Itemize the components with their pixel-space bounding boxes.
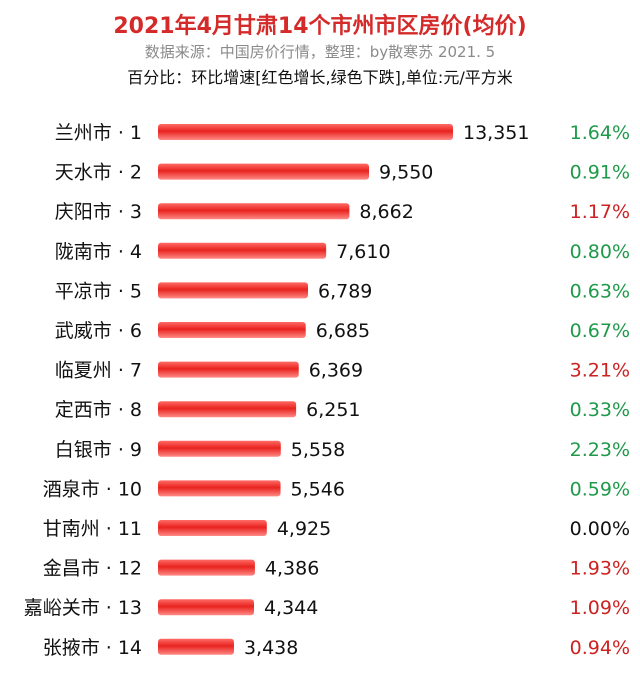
category-label: 陇南市 · 4 — [55, 241, 142, 263]
category-label: 定西市 · 8 — [55, 399, 142, 421]
category-label: 庆阳市 · 3 — [55, 201, 142, 223]
category-label: 酒泉市 · 10 — [43, 478, 142, 500]
growth-rate-label: 0.80% — [570, 241, 630, 263]
growth-rate-label: 0.59% — [570, 478, 630, 500]
bar — [158, 361, 299, 378]
value-label: 13,351 — [463, 122, 529, 144]
growth-rate-label: 2.23% — [570, 439, 630, 461]
category-label: 天水市 · 2 — [55, 162, 142, 184]
bar — [158, 559, 255, 576]
bar — [158, 638, 234, 655]
bar — [158, 242, 327, 259]
category-label: 临夏州 · 7 — [55, 360, 142, 382]
growth-rate-label: 0.94% — [570, 637, 630, 659]
chart-title: 2021年4月甘肃14个市州市区房价(均价) — [113, 14, 527, 39]
growth-rate-label: 1.09% — [570, 597, 630, 619]
bar — [158, 480, 281, 497]
data-source: 数据来源：中国房价行情，整理：by散寒苏 2021. 5 — [144, 43, 496, 61]
growth-rate-label: 1.17% — [570, 201, 630, 223]
category-label: 张掖市 · 14 — [43, 637, 142, 659]
growth-rate-label: 1.93% — [570, 558, 630, 580]
category-label: 甘南州 · 11 — [43, 518, 142, 540]
value-label: 4,386 — [265, 558, 319, 580]
bar — [158, 282, 309, 299]
growth-rate-label: 1.64% — [570, 122, 630, 144]
growth-rate-label: 3.21% — [570, 360, 630, 382]
value-label: 6,789 — [318, 280, 372, 302]
bar — [158, 124, 453, 140]
growth-rate-label: 0.67% — [570, 320, 630, 342]
bar — [158, 203, 350, 220]
category-label: 嘉峪关市 · 13 — [24, 597, 142, 619]
value-label: 4,925 — [277, 518, 331, 540]
value-label: 5,558 — [291, 439, 345, 461]
bar — [158, 520, 267, 536]
category-label: 兰州市 · 1 — [55, 122, 142, 144]
category-label: 武威市 · 6 — [55, 320, 142, 342]
bar — [158, 440, 281, 457]
bar — [158, 401, 297, 418]
bar — [158, 322, 306, 338]
value-label: 8,662 — [359, 201, 413, 223]
category-label: 平凉市 · 5 — [55, 280, 142, 302]
category-label: 金昌市 · 12 — [43, 558, 142, 580]
growth-rate-label: 0.00% — [570, 518, 630, 540]
value-label: 4,344 — [264, 597, 318, 619]
value-label: 6,369 — [309, 360, 363, 382]
bar — [158, 599, 254, 616]
value-label: 5,546 — [291, 478, 345, 500]
growth-rate-label: 0.91% — [570, 162, 630, 184]
chart-note: 百分比：环比增速[红色增长,绿色下跌],单位:元/平方米 — [127, 68, 513, 87]
value-label: 7,610 — [336, 241, 390, 263]
value-label: 6,251 — [306, 399, 360, 421]
growth-rate-label: 0.33% — [570, 399, 630, 421]
category-label: 白银市 · 9 — [55, 439, 142, 461]
value-label: 6,685 — [316, 320, 370, 342]
bar — [158, 163, 370, 180]
value-label: 3,438 — [244, 637, 298, 659]
value-label: 9,550 — [379, 162, 433, 184]
growth-rate-label: 0.63% — [570, 280, 630, 302]
